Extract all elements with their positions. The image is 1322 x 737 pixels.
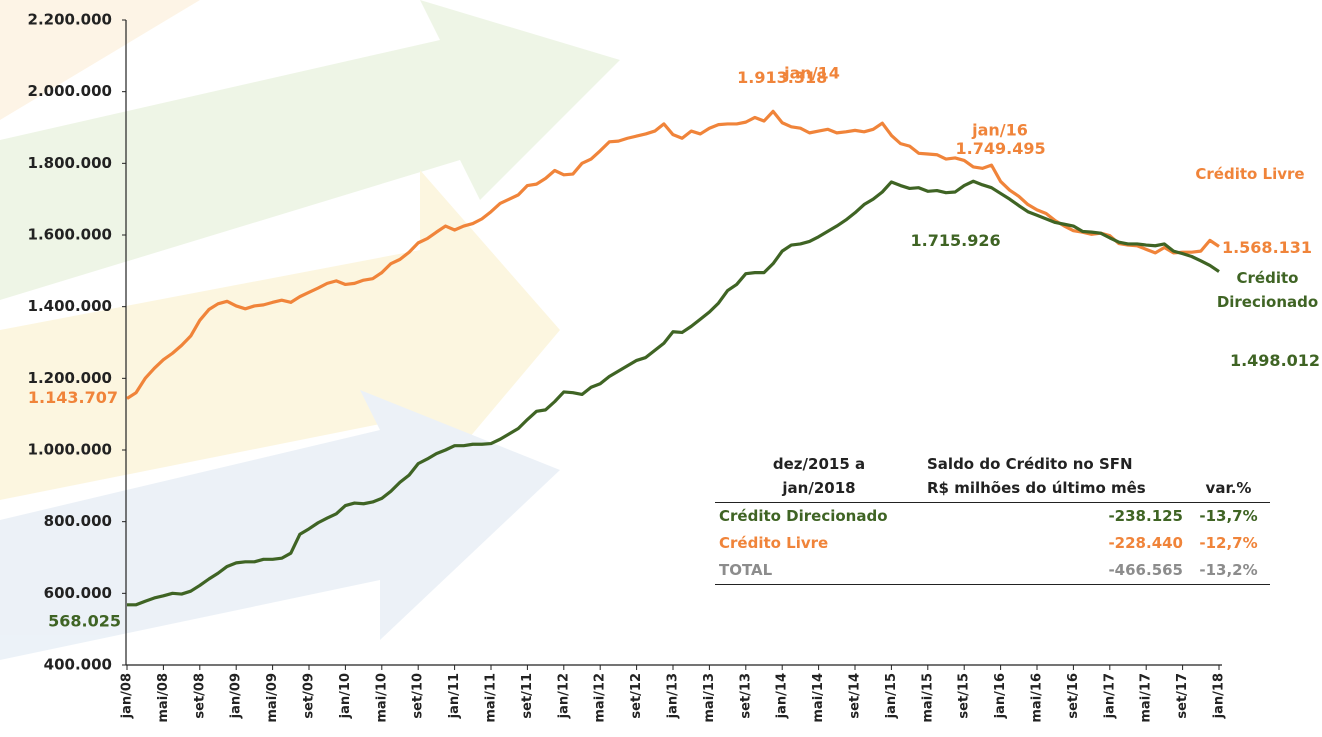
table-cell: -13,7% — [1199, 507, 1258, 525]
y-tick-label: 800.000 — [44, 512, 112, 530]
x-tick-label: set/08 — [192, 673, 207, 719]
y-tick-label: 2.000.000 — [28, 82, 112, 100]
series-label: Crédito Direcionado — [1216, 269, 1319, 311]
x-tick-label: set/13 — [738, 673, 753, 719]
table-cell: -466.565 — [1108, 561, 1183, 579]
header-cell: var.% — [1205, 479, 1252, 497]
summary-table: dez/2015 a jan/2018 Saldo do Crédito no S… — [715, 450, 1270, 585]
value-label: 1.143.707 — [28, 388, 118, 407]
x-tick-label: jan/12 — [556, 673, 571, 719]
x-tick-label: set/17 — [1175, 673, 1190, 719]
y-tick-label: 600.000 — [44, 584, 112, 602]
annotation: jan/16 — [971, 121, 1028, 140]
table-cell: Crédito Direcionado — [719, 507, 888, 525]
header-cell: Saldo do Crédito no SFN — [927, 455, 1133, 473]
value-label: 568.025 — [48, 611, 121, 630]
x-tick-label: jan/17 — [1102, 673, 1117, 719]
annotation: jan/14 — [783, 64, 840, 83]
x-tick-label: jan/13 — [666, 673, 681, 719]
y-tick-label: 1.200.000 — [28, 369, 112, 387]
x-tick-label: mai/14 — [811, 673, 826, 723]
header-cell: jan/2018 — [782, 479, 856, 497]
table-cell: -12,7% — [1199, 534, 1258, 552]
bg-arrow — [0, 0, 200, 120]
x-tick-label: mai/17 — [1139, 673, 1154, 723]
value-label: 1.568.131 — [1222, 238, 1312, 257]
x-tick-label: jan/18 — [1212, 673, 1227, 719]
x-tick-label: mai/13 — [702, 673, 717, 723]
x-tick-label: set/15 — [957, 673, 972, 719]
x-tick-label: mai/16 — [1030, 673, 1045, 723]
table-header: dez/2015 a jan/2018 Saldo do Crédito no S… — [715, 450, 1270, 503]
table-row: TOTAL -466.565 -13,2% — [715, 557, 1270, 585]
x-tick-label: jan/16 — [993, 673, 1008, 719]
table-cell: Crédito Livre — [719, 534, 829, 552]
y-tick-label: 2.200.000 — [28, 11, 112, 29]
table-cell: -13,2% — [1199, 561, 1258, 579]
y-tick-label: 1.600.000 — [28, 226, 112, 244]
table-row: Crédito Direcionado -238.125 -13,7% — [715, 503, 1270, 531]
bg-arrow — [0, 390, 560, 660]
x-tick-label: jan/15 — [884, 673, 899, 719]
y-tick-label: 1.000.000 — [28, 441, 112, 459]
bg-arrow — [0, 0, 620, 300]
bg-arrow — [0, 170, 560, 520]
y-tick-label: 1.800.000 — [28, 154, 112, 172]
table-cell: TOTAL — [719, 561, 773, 579]
series-label: Crédito Livre — [1195, 165, 1305, 183]
value-label: 1.749.495 — [956, 139, 1046, 158]
x-tick-label: set/12 — [629, 673, 644, 719]
value-label: 1.913.318 — [737, 68, 827, 87]
x-tick-label: mai/15 — [920, 673, 935, 723]
value-label: 1.715.926 — [911, 231, 1001, 250]
x-tick-label: mai/11 — [484, 673, 499, 723]
table-cell: -238.125 — [1108, 507, 1183, 525]
value-label: 1.498.012 — [1230, 351, 1320, 370]
header-cell: dez/2015 a — [772, 455, 866, 473]
x-tick-label: set/10 — [411, 673, 426, 719]
table-cell: -228.440 — [1108, 534, 1183, 552]
series-line — [126, 109, 1220, 400]
x-tick-label: set/16 — [1066, 673, 1081, 719]
x-tick-label: mai/10 — [374, 673, 389, 723]
background-arrows — [0, 0, 620, 660]
x-tick-label: set/11 — [520, 673, 535, 719]
x-tick-label: jan/11 — [447, 673, 462, 719]
table-row: Crédito Livre -228.440 -12,7% — [715, 530, 1270, 557]
x-tick-label: jan/09 — [229, 673, 244, 719]
x-tick-label: jan/10 — [338, 673, 353, 719]
x-tick-label: jan/08 — [120, 673, 135, 719]
x-tick-label: set/09 — [302, 673, 317, 719]
x-tick-label: set/14 — [848, 673, 863, 719]
x-tick-label: mai/12 — [593, 673, 608, 723]
x-tick-label: mai/09 — [265, 673, 280, 723]
y-tick-label: 400.000 — [44, 656, 112, 674]
series-line — [126, 179, 1220, 607]
header-cell: R$ milhões do último mês — [927, 479, 1146, 497]
y-tick-label: 1.400.000 — [28, 297, 112, 315]
x-tick-label: mai/08 — [156, 673, 171, 723]
x-tick-label: jan/14 — [775, 673, 790, 719]
